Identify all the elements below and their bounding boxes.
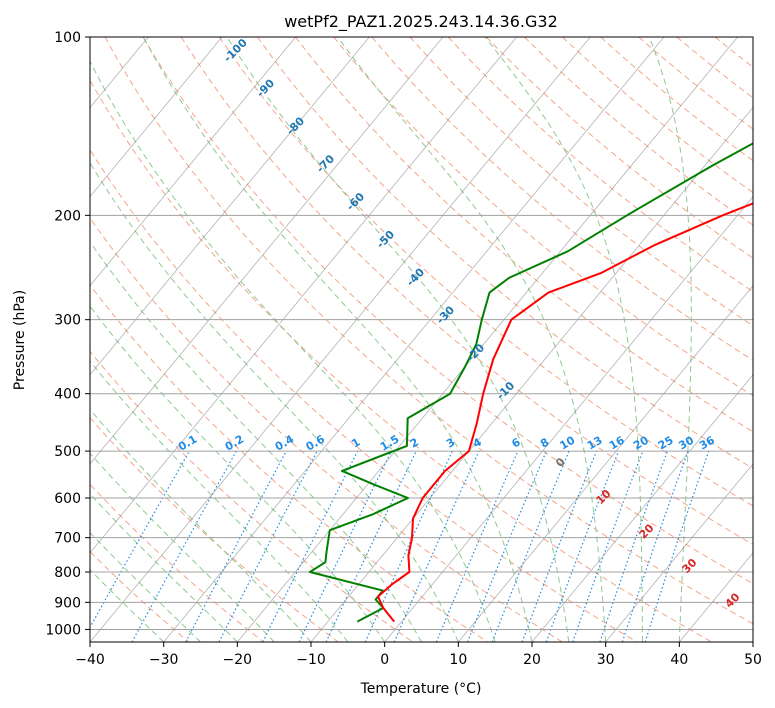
isotherm-line bbox=[90, 37, 517, 554]
y-tick-label: 600 bbox=[54, 491, 81, 507]
y-tick-label: 300 bbox=[54, 313, 81, 329]
x-tick-label: −10 bbox=[296, 652, 326, 668]
mixing-ratio-line bbox=[262, 450, 359, 642]
dry-adiabat-line bbox=[295, 37, 753, 433]
x-axis: −40 −30 −20 −10 0 10 20 30 40 50 bbox=[75, 642, 762, 668]
temperature-profile-line bbox=[377, 202, 753, 623]
isotherm-line bbox=[384, 195, 753, 642]
dry-adiabat-line bbox=[524, 37, 753, 226]
isotherm-line bbox=[605, 463, 753, 642]
mixing-ratio-line bbox=[393, 450, 480, 642]
y-tick-label: 800 bbox=[54, 565, 81, 581]
dry-adiabat-line bbox=[90, 217, 563, 642]
isotherm-line bbox=[90, 37, 444, 465]
dry-adiabat-line bbox=[90, 350, 414, 642]
dry-adiabat-line bbox=[90, 149, 638, 642]
moist-adiabat-line bbox=[90, 360, 349, 642]
moist-adiabat-line bbox=[90, 305, 386, 642]
dry-adiabat-line bbox=[371, 37, 753, 362]
moist-adiabat-line bbox=[142, 37, 533, 642]
moist-adiabat-line bbox=[90, 60, 496, 642]
isotherm-line bbox=[90, 37, 223, 198]
y-axis: 100 200 300 400 500 600 700 800 900 1000 bbox=[45, 30, 90, 638]
dry-adiabat-line bbox=[142, 37, 753, 585]
dry-adiabat-line bbox=[90, 79, 712, 642]
isotherm-line bbox=[163, 37, 665, 642]
dry-adiabat-line bbox=[180, 37, 753, 546]
dry-adiabat-line bbox=[104, 37, 753, 625]
background-grid bbox=[90, 37, 753, 642]
dry-adiabat-line bbox=[409, 37, 753, 327]
mixing-ratio-line bbox=[521, 450, 598, 642]
y-tick-label: 900 bbox=[54, 595, 81, 611]
x-tick-label: 30 bbox=[597, 652, 615, 668]
y-tick-label: 400 bbox=[54, 387, 81, 403]
x-tick-label: 10 bbox=[449, 652, 467, 668]
mixing-ratio-line bbox=[325, 450, 417, 642]
isotherm-line bbox=[90, 37, 591, 642]
plot-frame bbox=[89, 36, 754, 643]
mixing-ratio-line bbox=[435, 450, 519, 642]
y-tick-label: 100 bbox=[54, 30, 81, 46]
dry-adiabat-line bbox=[447, 37, 753, 293]
x-tick-label: −40 bbox=[75, 652, 105, 668]
dry-adiabat-line bbox=[562, 37, 753, 194]
x-axis-title: Temperature (°C) bbox=[360, 681, 482, 697]
dry-adiabat-line bbox=[90, 417, 339, 642]
mixing-ratio-line bbox=[599, 450, 669, 642]
mixing-ratio-line bbox=[131, 450, 237, 642]
dry-adiabat-line bbox=[333, 37, 753, 397]
isotherm-line bbox=[458, 285, 753, 642]
moist-adiabat-line bbox=[484, 37, 643, 642]
dewpoint-profile-line bbox=[308, 142, 753, 623]
y-tick-label: 500 bbox=[54, 444, 81, 460]
moist-adiabat-line bbox=[648, 37, 692, 642]
x-tick-label: 20 bbox=[523, 652, 541, 668]
x-tick-label: 50 bbox=[744, 652, 762, 668]
y-tick-label: 200 bbox=[54, 208, 81, 224]
moist-adiabat-line bbox=[90, 531, 201, 642]
mixing-ratio-line bbox=[298, 450, 392, 642]
isotherm-line bbox=[90, 37, 370, 376]
mixing-ratio-line bbox=[218, 450, 318, 642]
isotherm-line bbox=[90, 37, 296, 287]
moist-adiabat-line bbox=[90, 240, 422, 642]
mixing-ratio-line bbox=[621, 450, 689, 642]
moist-adiabat-line bbox=[226, 37, 570, 642]
x-tick-label: 40 bbox=[670, 652, 688, 668]
mixing-ratio-line bbox=[545, 450, 620, 642]
isotherm-line bbox=[310, 106, 753, 642]
isotherm-line bbox=[237, 37, 738, 642]
y-axis-title: Pressure (hPa) bbox=[12, 290, 28, 390]
chart-title: wetPf2_PAZ1.2025.243.14.36.G32 bbox=[284, 12, 558, 32]
mixing-ratio-line bbox=[466, 450, 547, 642]
x-tick-label: −30 bbox=[149, 652, 179, 668]
profiles bbox=[308, 142, 753, 623]
moist-adiabat-line bbox=[90, 162, 459, 642]
mixing-ratio-line bbox=[185, 450, 287, 642]
y-tick-label: 1000 bbox=[45, 622, 81, 638]
dry-adiabat-line bbox=[90, 284, 488, 642]
x-tick-label: 0 bbox=[380, 652, 389, 668]
isotherm-line bbox=[531, 374, 753, 642]
moist-adiabat-line bbox=[337, 37, 607, 642]
x-tick-label: −20 bbox=[223, 652, 253, 668]
y-tick-label: 700 bbox=[54, 531, 81, 547]
moist-adiabat-line bbox=[90, 568, 165, 642]
